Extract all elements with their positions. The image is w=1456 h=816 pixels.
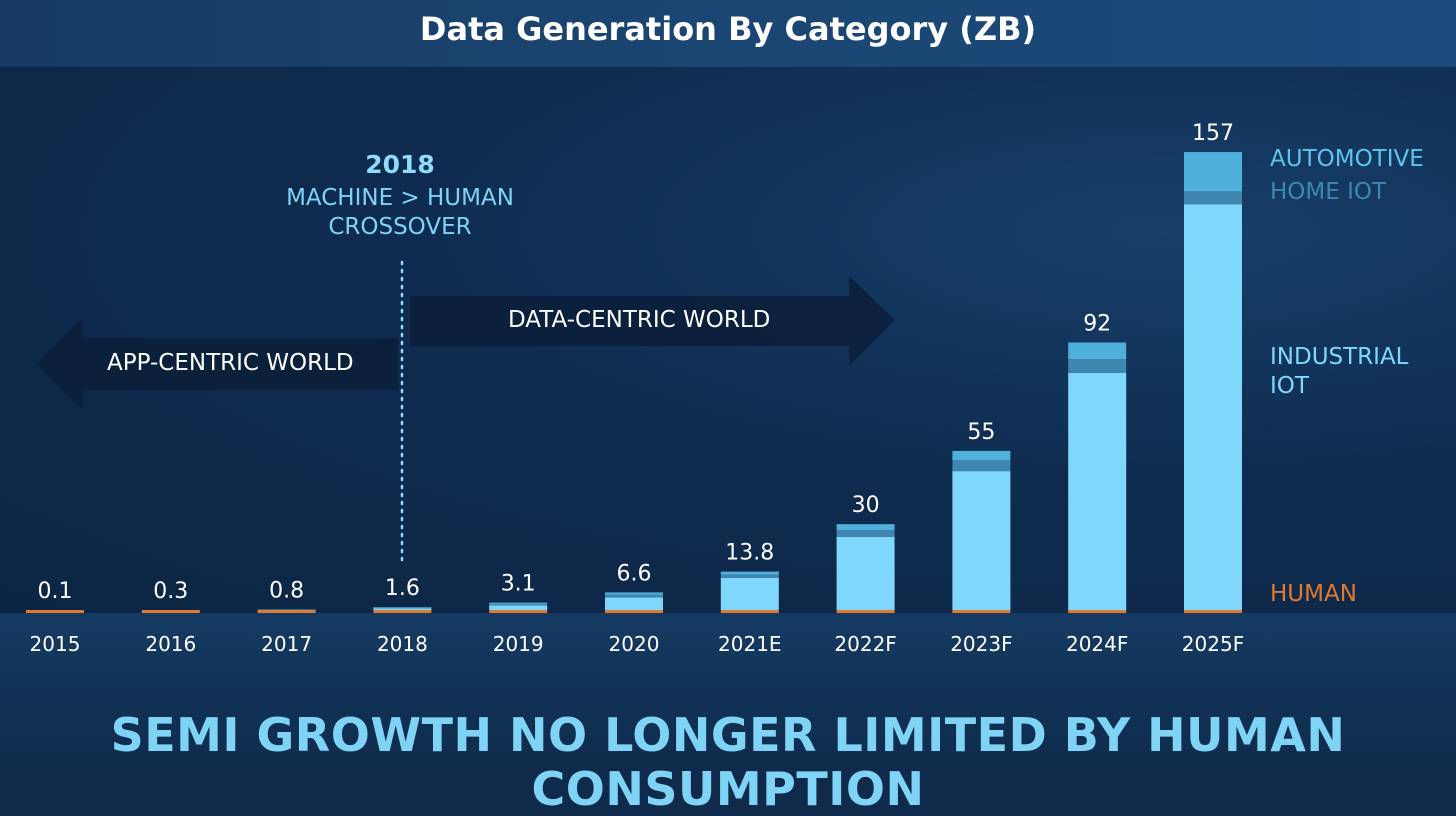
legend-human: HUMAN [1270,580,1357,609]
bar-segment-home-iot [952,460,1010,471]
bar-segment-human [373,610,431,613]
x-tick-label: 2025F [1182,632,1244,656]
bar-segment-home-iot [837,530,895,537]
bar-segment-home-iot [605,595,663,598]
data-centric-label: DATA-CENTRIC WORLD [508,307,770,333]
bar-segment-industrial-iot [373,608,431,610]
legend-industrial-line-2: IOT [1270,372,1409,401]
bar-total-label: 0.3 [153,579,188,604]
bar-segment-human [837,610,895,613]
bar-segment-home-iot [489,604,547,605]
bar-segment-automotive [1068,342,1126,359]
callout-year: 2018 [300,150,500,179]
x-tick-label: 2016 [145,632,196,656]
bar-segment-home-iot [373,608,431,609]
bar-segment-human [721,610,779,613]
bar-total-label: 30 [852,493,880,518]
bar-total-label: 13.8 [725,541,774,566]
app-centric-label: APP-CENTRIC WORLD [107,350,354,376]
x-tick-label: 2022F [834,632,896,656]
x-tick-label: 2021E [718,632,782,656]
legend-home-iot: HOME IOT [1270,178,1386,207]
bar-segment-automotive [721,572,779,575]
bar-segment-industrial-iot [489,605,547,610]
bar-segment-human [952,610,1010,613]
bar-segment-automotive [952,451,1010,460]
bar-segment-home-iot [1068,359,1126,373]
bar-segment-human [26,610,84,613]
bar-segment-home-iot [1184,191,1242,204]
bar-total-label: 157 [1192,121,1234,146]
bar-chart: 0.1 0.3 0.8 1.6 3.1 6.6 13.8 30 55 92 157 2015 2016… [0,0,1456,765]
bar-segment-human [258,610,316,613]
bar-total-label: 92 [1083,311,1111,336]
bar-segment-industrial-iot [721,578,779,610]
bar-segment-industrial-iot [1068,373,1126,610]
bar-segment-automotive [489,603,547,604]
bar-segment-automotive [373,607,431,608]
legend-industrial-iot: INDUSTRIAL IOT [1270,343,1409,401]
bar-total-label: 0.1 [38,579,73,604]
bar-segment-human [1068,610,1126,613]
bar-total-label: 6.6 [617,561,652,586]
bar-total-label: 3.1 [501,572,536,597]
headline: SEMI GROWTH NO LONGER LIMITED BY HUMAN C… [0,708,1456,816]
x-axis-labels: 2015 2016 2017 2018 2019 2020 2021E 2022F 2023F 2… [30,632,1245,656]
bar-total-label: 1.6 [385,576,420,601]
callout-line-1: MACHINE > HUMAN [250,184,550,213]
x-tick-label: 2023F [950,632,1012,656]
x-tick-label: 2017 [261,632,312,656]
bar-segment-automotive [837,524,895,530]
bar-total-label: 55 [967,420,995,445]
callout-line-2: CROSSOVER [250,213,550,242]
legend-industrial-line-1: INDUSTRIAL [1270,343,1409,372]
bar-segment-home-iot [721,575,779,578]
x-tick-label: 2018 [377,632,428,656]
bar-segment-industrial-iot [837,537,895,610]
bar-segment-human [142,610,200,613]
legend-automotive: AUTOMOTIVE [1270,145,1424,174]
x-tick-label: 2020 [609,632,660,656]
x-tick-label: 2024F [1066,632,1128,656]
bar-segment-human [605,610,663,613]
bar-segment-automotive [1184,152,1242,191]
bar-segment-human [1184,610,1242,613]
bar-segment-industrial-iot [605,597,663,610]
x-tick-label: 2015 [30,632,81,656]
bar-segment-human [489,610,547,613]
bar-total-label: 0.8 [269,578,304,603]
x-tick-label: 2019 [493,632,544,656]
bar-segment-industrial-iot [1184,204,1242,610]
callout-text: MACHINE > HUMAN CROSSOVER [250,184,550,242]
bar-segment-automotive [605,592,663,594]
bar-segment-industrial-iot [952,471,1010,610]
